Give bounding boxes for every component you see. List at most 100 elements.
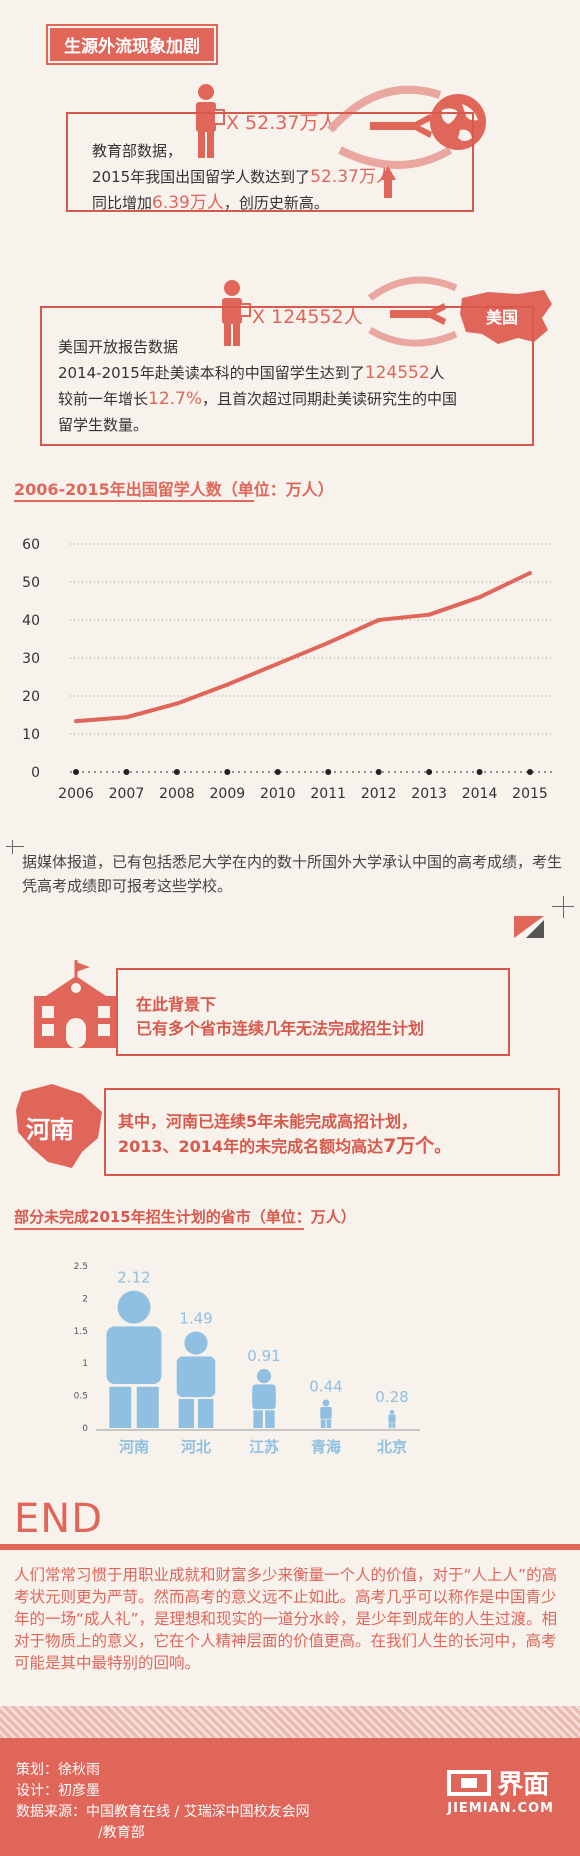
news-paragraph: 据媒体报道，已有包括悉尼大学在内的数十所国外大学承认中国的高考成绩，考生凭高考成…	[22, 853, 563, 895]
data-point	[74, 719, 78, 724]
flow-arrows-icon	[327, 85, 453, 198]
logo-en: JIEMIAN.COM	[447, 1801, 554, 1816]
henan-box	[104, 1088, 560, 1176]
x-tick-label: 2014	[462, 786, 498, 802]
jiemian-logo: 界面 JIEMIAN.COM	[447, 1764, 554, 1816]
school-icon	[34, 960, 118, 1048]
end-divider	[0, 1544, 580, 1550]
corner-triangle-icon	[514, 916, 544, 938]
stat-text-2: 美国开放报告数据 2014-2015年赴美读本科的中国留学生达到了124552人…	[58, 334, 457, 438]
y-tick-label: 10	[22, 727, 40, 743]
stat2-line2: 2014-2015年赴美读本科的中国留学生达到了124552人	[58, 363, 445, 383]
country-label: 美国	[486, 308, 519, 327]
stat2-line1: 美国开放报告数据	[58, 338, 179, 356]
bar-chart-title: 部分未完成2015年招生计划的省市（单位：万人）	[14, 1208, 356, 1226]
x-tick-label: 2009	[210, 786, 246, 802]
x-tick-dot	[476, 769, 483, 775]
henan-line1: 其中，河南已连续5年未能完成高招计划，	[118, 1112, 418, 1131]
x-tick-dot	[325, 769, 332, 775]
person-body	[252, 1384, 276, 1410]
stripe-divider	[0, 1706, 580, 1738]
student-icon-2	[222, 280, 251, 346]
flow-arrows-icon-2	[367, 276, 458, 347]
value-label: 0.91	[247, 1347, 280, 1365]
end-heading: END	[14, 1496, 103, 1542]
data-point	[477, 595, 482, 600]
credit-planner: 策划：徐秋雨	[16, 1762, 100, 1778]
person-head	[117, 1290, 151, 1324]
value-label: 0.44	[309, 1377, 342, 1395]
y-tick-label: 0.5	[74, 1392, 88, 1402]
credit-source2: /教育部	[98, 1825, 145, 1841]
x-tick-dot	[426, 769, 433, 775]
student-icon	[196, 84, 225, 158]
logo-cn: 界面	[497, 1770, 550, 1800]
person-body	[176, 1356, 216, 1398]
x-tick-dot	[123, 769, 130, 775]
y-tick-label: 2.5	[74, 1262, 88, 1272]
person-bar	[176, 1331, 216, 1428]
stat1-line3: 同比增加6.39万人，创历史新高。	[92, 193, 329, 213]
y-tick-label: 50	[22, 575, 40, 591]
credit-designer: 设计：初彦墨	[16, 1783, 100, 1799]
y-tick-label: 20	[22, 689, 40, 705]
category-label: 青海	[311, 1438, 341, 1456]
x-tick-dot	[173, 769, 180, 775]
x-tick-dot	[527, 769, 533, 775]
person-leg	[392, 1422, 396, 1428]
stat-text-1: 教育部数据， 2015年我国出国留学人数达到了52.37万人 同比增加6.39万…	[92, 138, 393, 216]
bar-title-underline	[14, 1228, 304, 1230]
credit-source: 数据来源：中国教育在线 / 艾瑞深中国校友会网	[16, 1804, 310, 1820]
y-tick-label: 60	[22, 537, 40, 553]
background-line2: 已有多个省市连续几年无法完成招生计划	[136, 1019, 425, 1038]
background-line1: 在此背景下	[136, 995, 217, 1014]
logo-mark-icon	[447, 1769, 492, 1796]
person-bar	[106, 1290, 162, 1428]
stat2-line4: 留学生数量。	[58, 416, 149, 434]
people-bar-chart: 0 0.5 1 1.5 2 2.5 2.12 河南 1.49 河北 0.91 江苏 0.44 青海 0.28…	[74, 1262, 420, 1456]
data-point	[275, 661, 280, 666]
x-tick-label: 2012	[361, 786, 397, 802]
line-chart-title: 2006-2015年出国留学人数（单位：万人）	[14, 480, 334, 499]
y-tick-label: 1	[82, 1359, 88, 1369]
y-tick-label: 0	[82, 1424, 88, 1434]
x-tick-dot	[375, 769, 382, 775]
credits: 策划：徐秋雨 设计：初彦墨 数据来源：中国教育在线 / 艾瑞深中国校友会网 /教…	[16, 1760, 310, 1844]
stat-box-1	[66, 112, 474, 212]
person-head	[322, 1399, 330, 1407]
crosshair-mark	[6, 846, 24, 847]
stat2-line3: 较前一年增长12.7%，且首次超过同期赴美读研究生的中国	[58, 389, 458, 409]
person-head	[256, 1369, 272, 1384]
multiplier-1: X 52.37万人	[226, 112, 338, 134]
stat-box-2	[40, 306, 534, 446]
crosshair-mark-2v	[563, 896, 564, 918]
henan-text: 其中，河南已连续5年未能完成高招计划， 2013、2014年的未完成名额均高达7…	[118, 1110, 450, 1159]
usa-map-icon	[460, 290, 552, 344]
section-tag: 生源外流现象加剧	[46, 24, 218, 65]
data-point	[528, 570, 532, 575]
stat1-line1: 教育部数据，	[92, 142, 183, 160]
series-line	[75, 571, 531, 724]
person-leg	[253, 1410, 263, 1428]
title-underline	[14, 500, 254, 502]
closing-paragraph: 人们常常习惯于用职业成就和财富多少来衡量一个人的价值，对于“人上人”的高考状元则…	[14, 1566, 558, 1672]
x-tick-label: 2007	[109, 786, 145, 802]
x-tick-dot	[224, 769, 231, 775]
data-point	[124, 715, 129, 720]
person-bar	[320, 1399, 332, 1428]
x-tick-label: 2011	[310, 786, 346, 802]
category-label: 河南	[119, 1438, 149, 1456]
category-label: 河北	[181, 1438, 211, 1456]
person-head	[389, 1409, 395, 1415]
x-tick-label: 2008	[159, 786, 195, 802]
data-point	[326, 640, 331, 645]
person-leg	[197, 1399, 214, 1428]
x-tick-dot	[274, 769, 281, 775]
category-label: 北京	[377, 1438, 407, 1456]
y-tick-label: 30	[22, 651, 40, 667]
value-label: 2.12	[117, 1269, 150, 1287]
person-leg	[320, 1419, 326, 1428]
background-box	[116, 968, 510, 1056]
x-tick-dot	[73, 769, 79, 775]
person-body	[320, 1406, 332, 1419]
